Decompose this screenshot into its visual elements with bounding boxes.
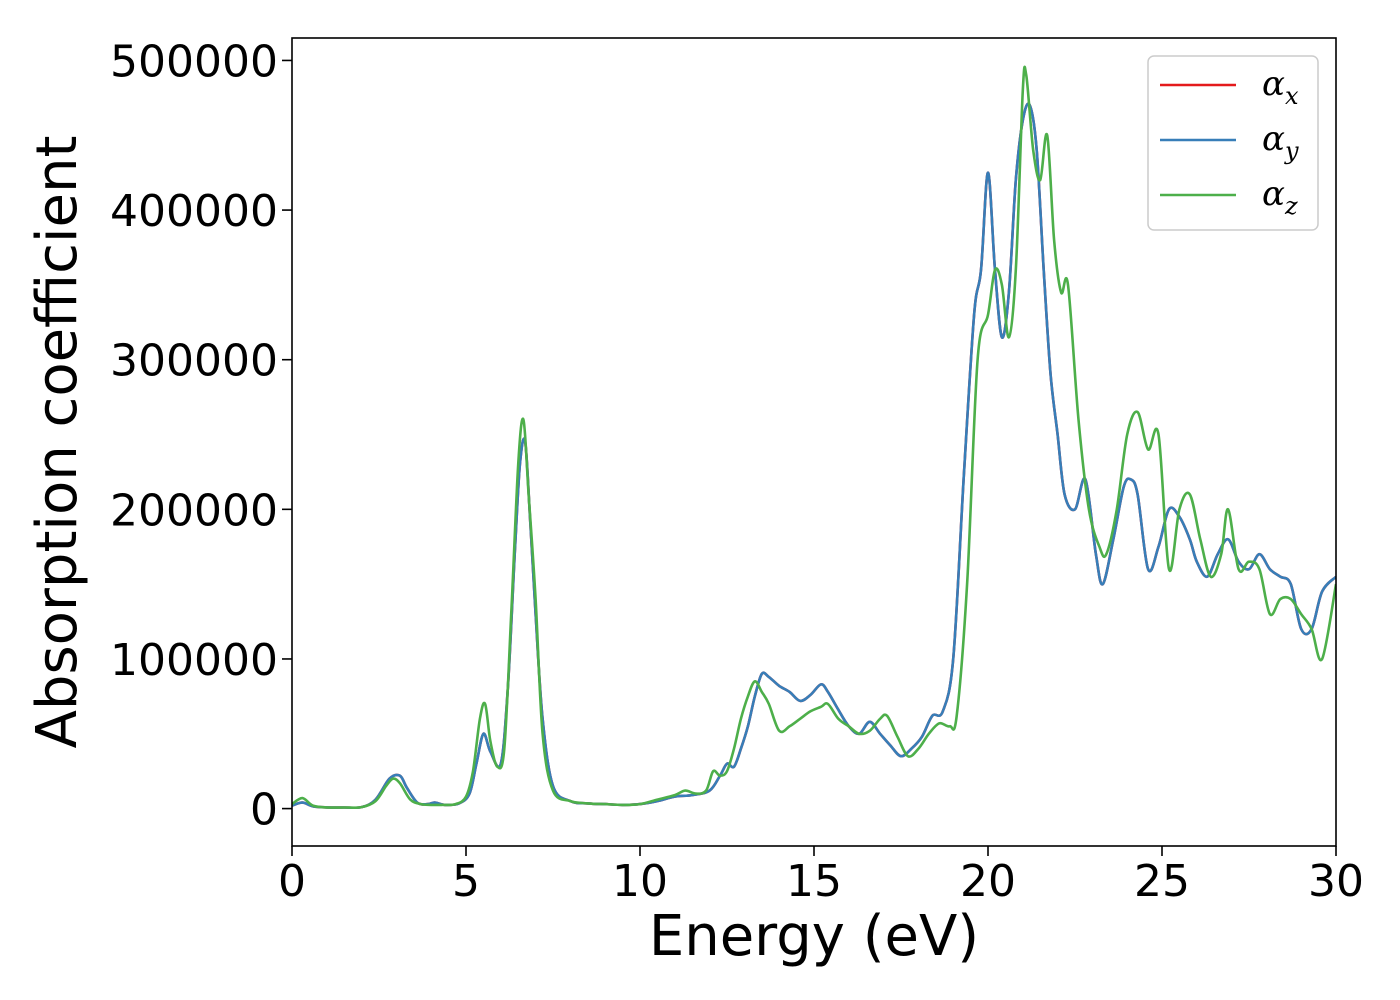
y-axis-title: Absorption coefficient — [25, 136, 90, 749]
y-axis: 0 100000 200000 300000 400000 500000 — [110, 36, 292, 836]
x-axis-title: Energy (eV) — [649, 904, 979, 969]
x-axis: 0 5 10 15 20 25 30 — [278, 846, 1364, 907]
x-tick-label: 10 — [612, 856, 668, 907]
x-tick-label: 5 — [452, 856, 480, 907]
series-line-alpha-z — [292, 65, 1336, 810]
y-tick-label: 0 — [250, 785, 278, 836]
x-tick-label: 25 — [1134, 856, 1190, 907]
series-layer — [292, 65, 1336, 810]
x-tick-label: 0 — [278, 856, 306, 907]
y-tick-label: 100000 — [110, 635, 278, 686]
x-tick-label: 20 — [960, 856, 1016, 907]
x-tick-label: 15 — [786, 856, 842, 907]
y-tick-label: 400000 — [110, 186, 278, 237]
y-tick-label: 300000 — [110, 336, 278, 387]
legend-box — [1147, 55, 1319, 231]
x-tick-label: 30 — [1308, 856, 1364, 907]
y-tick-label: 500000 — [110, 36, 278, 87]
y-tick-label: 200000 — [110, 485, 278, 536]
